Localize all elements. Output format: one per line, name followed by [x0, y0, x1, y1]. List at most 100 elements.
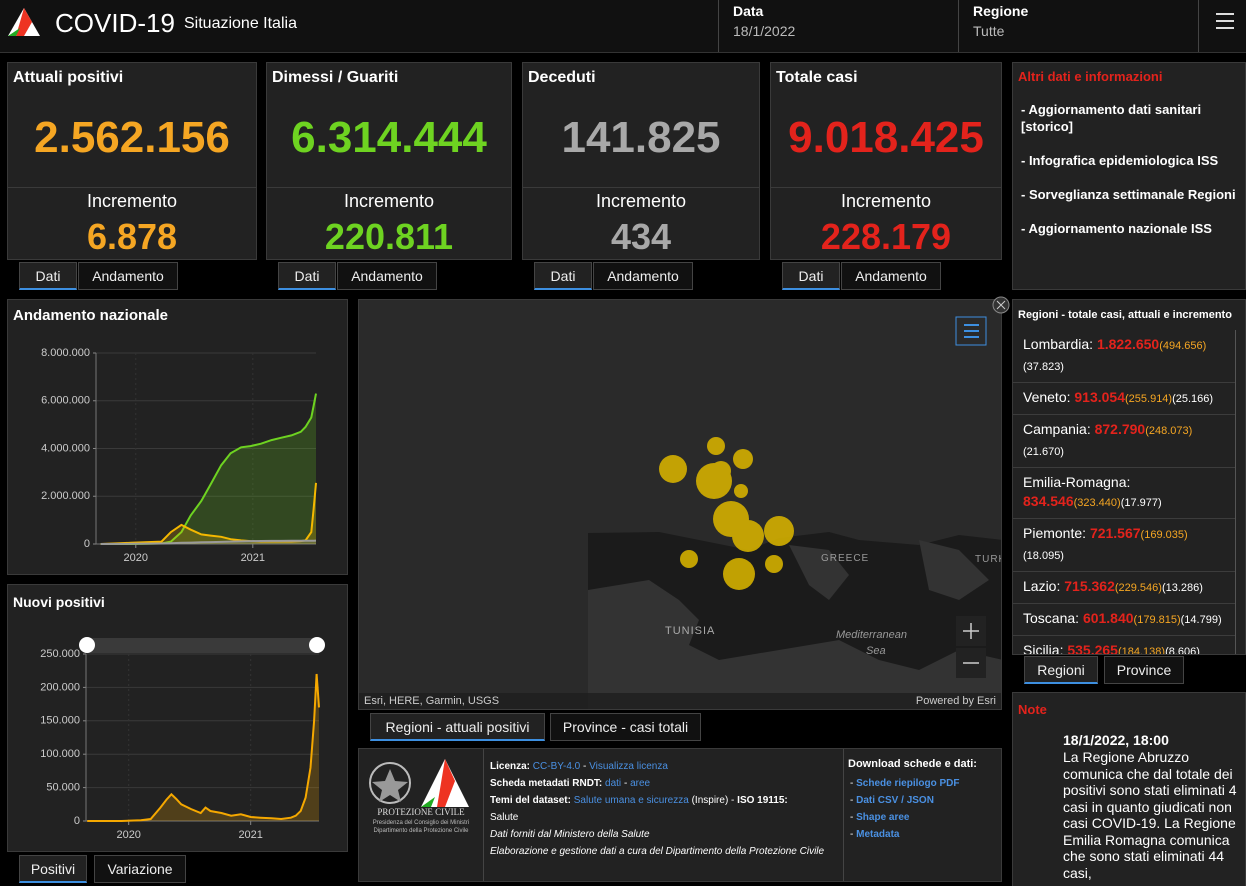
region-row: Lazio: 715.362(229.546)(13.286) — [1013, 572, 1235, 604]
tab[interactable]: Dati — [19, 262, 77, 290]
card-title: Attuali positivi — [13, 69, 124, 86]
header-bar: COVID-19 Situazione Italia Data 18/1/202… — [0, 0, 1246, 53]
license-info: Licenza: CC-BY-4.0 - Visualizza licenza … — [490, 758, 842, 860]
footer: PROTEZIONE CIVILE Presidenza del Consigl… — [358, 748, 1002, 882]
region-increment: (18.095) — [1023, 550, 1064, 562]
note-title: Note — [1018, 702, 1047, 717]
line — [87, 673, 320, 822]
region-total: 872.790 — [1094, 421, 1146, 437]
source: Dati forniti dal Ministero della Salute — [490, 829, 650, 840]
separator — [483, 749, 484, 881]
expand-icon[interactable] — [991, 295, 1011, 315]
logo — [8, 8, 40, 36]
y-tick-label: 8.000.000 — [41, 347, 90, 359]
download-link[interactable]: Dati CSV / JSON — [856, 795, 934, 806]
tab[interactable]: Andamento — [841, 262, 941, 290]
region-name: Campania: — [1023, 421, 1091, 437]
info-link[interactable]: - Infografica epidemiologica ISS — [1021, 153, 1219, 168]
tab[interactable]: Dati — [782, 262, 840, 290]
chart-panel: Andamento nazionale 0 2.000.000 4.000.000 6… — [7, 299, 348, 575]
region-name: Lazio: — [1023, 578, 1061, 594]
download-links: - Schede riepilogo PDF - Dati CSV / JSON -… — [850, 775, 959, 843]
link[interactable]: aree — [630, 778, 651, 789]
tab[interactable]: Andamento — [593, 262, 693, 290]
link[interactable]: Salute umana e sicurezza — [573, 795, 689, 806]
org-dept: Dipartimento della Protezione Civile — [373, 828, 469, 834]
region-row: Veneto: 913.054(255.914)(25.166) — [1013, 383, 1235, 415]
bullet: - — [850, 778, 854, 789]
range-slider[interactable] — [86, 638, 319, 653]
org-name: PROTEZIONE CIVILE — [377, 807, 465, 817]
card-title: Dimessi / Guariti — [272, 69, 399, 86]
card-value: 141.825 — [561, 113, 721, 162]
download-link[interactable]: Schede riepilogo PDF — [856, 778, 960, 789]
info-link[interactable]: - Sorveglianza settimanale Regioni — [1021, 187, 1236, 202]
line — [100, 393, 317, 545]
tab[interactable]: Positivi — [19, 855, 87, 883]
region-current: (323.440) — [1073, 497, 1121, 509]
info-link[interactable]: - Aggiornamento nazionale ISS — [1021, 221, 1212, 236]
link[interactable]: Visualizza licenza — [589, 761, 668, 772]
download-link[interactable]: Metadata — [856, 829, 900, 840]
note-text: La Regione Abruzzo comunica che dal tota… — [1063, 749, 1237, 881]
tab[interactable]: Andamento — [78, 262, 178, 290]
region-row: Toscana: 601.840(179.815)(14.799) — [1013, 604, 1235, 636]
region-value[interactable]: Tutte — [973, 23, 1005, 39]
region-current: (184.138) — [1117, 646, 1166, 655]
y-tick-label: 150.000 — [40, 715, 80, 727]
divider — [523, 187, 759, 188]
area — [100, 393, 317, 544]
link[interactable]: dati — [605, 778, 622, 789]
region-row: Sicilia: 535.265(184.138)(8.606) — [1013, 636, 1235, 655]
x-tick-label: 2020 — [124, 552, 148, 564]
y-tick-label: 6.000.000 — [41, 395, 90, 407]
map[interactable]: GREECE TUNISIA Mediterranean Sea TURK Es… — [358, 299, 1002, 710]
slider-handle[interactable] — [309, 637, 325, 653]
x-tick-label: 2020 — [116, 829, 140, 841]
slider-handle[interactable] — [79, 637, 95, 653]
map-label: Sea — [866, 645, 886, 657]
tab[interactable]: Variazione — [94, 855, 186, 883]
note-panel: Note 18/1/2022, 18:00 La Regione Abruzzo… — [1012, 692, 1246, 886]
text: (Inspire) - — [691, 795, 735, 806]
tab[interactable]: Regioni — [1024, 656, 1098, 684]
region-current: (229.546) — [1114, 582, 1162, 594]
line — [100, 539, 317, 545]
legend-button[interactable] — [955, 316, 987, 346]
info-title: Altri dati e informazioni — [1018, 69, 1163, 84]
tab[interactable]: Province — [1104, 656, 1184, 684]
region-current: (494.656) — [1159, 340, 1207, 352]
chart-title: Andamento nazionale — [13, 307, 169, 324]
tab[interactable]: Province - casi totali — [550, 713, 701, 741]
region-current: (248.073) — [1145, 425, 1193, 437]
chart: 0 2.000.000 4.000.000 6.000.000 8.000.000 202… — [41, 347, 317, 564]
date-value[interactable]: 18/1/2022 — [733, 23, 796, 39]
emblems — [369, 759, 469, 807]
info-link[interactable]: - Aggiornamento dati sanitari [storico] — [1021, 102, 1202, 134]
chart-title: Nuovi positivi — [13, 594, 105, 610]
area — [87, 674, 319, 821]
link[interactable]: CC-BY-4.0 — [532, 761, 581, 772]
menu-icon[interactable] — [1214, 12, 1236, 30]
region-total: 535.265 — [1067, 642, 1118, 655]
download-link[interactable]: Shape aree — [856, 812, 910, 823]
download-row: - Dati CSV / JSON — [850, 792, 959, 809]
region-total: 1.822.650 — [1096, 336, 1160, 352]
date-label: Data — [733, 3, 764, 19]
info-panel: Altri dati e informazioni - Aggiornament… — [1012, 62, 1246, 290]
download-row: - Shape aree — [850, 809, 959, 826]
region-increment: (13.286) — [1161, 582, 1203, 594]
tab[interactable]: Regioni - attuali positivi — [370, 713, 545, 741]
map-label: TUNISIA — [665, 625, 716, 637]
tab[interactable]: Dati — [534, 262, 592, 290]
bullet: - — [850, 795, 854, 806]
tab[interactable]: Dati — [278, 262, 336, 290]
label: ISO 19115: — [737, 795, 788, 806]
y-tick-label: 50.000 — [46, 782, 80, 794]
tab[interactable]: Andamento — [337, 262, 437, 290]
chart-panel: Nuovi positivi 0 50.000 100.000 150.000 200.… — [7, 584, 348, 852]
region-current: (255.914) — [1125, 393, 1173, 405]
stat-card: Dimessi / Guariti 6.314.444 Incremento 220.… — [266, 62, 512, 260]
y-tick-label: 250.000 — [40, 648, 80, 660]
